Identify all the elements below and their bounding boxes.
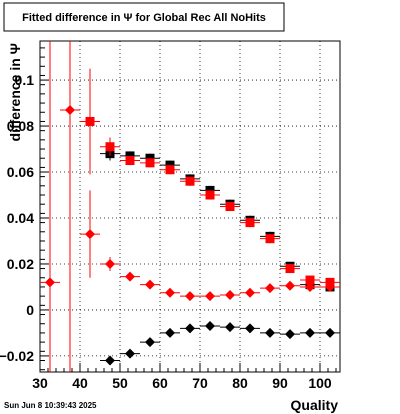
data-point-square xyxy=(105,142,115,152)
x-tick-label: 50 xyxy=(112,375,128,391)
timestamp: Sun Jun 8 10:39:43 2025 xyxy=(4,401,97,410)
data-point-diamond xyxy=(185,323,195,334)
data-point-diamond xyxy=(165,327,175,338)
x-tick-label: 60 xyxy=(152,375,168,391)
data-point-square xyxy=(225,202,235,211)
y-tick-label: 0.1 xyxy=(15,72,35,88)
data-point-diamond xyxy=(305,281,315,292)
data-point-diamond xyxy=(305,327,315,338)
data-point-square xyxy=(205,190,215,200)
data-point-diamond xyxy=(225,322,235,333)
x-tick-label: 80 xyxy=(232,375,248,391)
y-tick-label: 0.06 xyxy=(7,164,34,180)
data-point-diamond xyxy=(85,229,95,240)
x-tick-label: 90 xyxy=(272,375,288,391)
data-point-diamond xyxy=(325,327,335,338)
tick-labels: 30 40 50 60 70 80 90 100 −0.02 0 0.02 0.04 0.06 0.08 0… xyxy=(0,72,332,391)
y-tick-label: 0.08 xyxy=(7,118,34,134)
data-point-diamond xyxy=(285,329,295,340)
data-point-diamond xyxy=(105,355,115,366)
chart-title: Fitted difference in Ψ for Global Rec Al… xyxy=(22,12,266,24)
x-tick-label: 40 xyxy=(72,375,88,391)
x-axis-label: Quality xyxy=(291,397,339,413)
data-point-diamond xyxy=(145,279,155,290)
data-point-square xyxy=(265,234,275,244)
data-point-diamond xyxy=(125,271,135,282)
data-point-diamond xyxy=(185,291,195,302)
data-point-diamond xyxy=(325,281,335,292)
y-tick-label: 0.02 xyxy=(7,256,34,272)
data-point-square xyxy=(145,158,155,168)
data-point-diamond xyxy=(245,323,255,334)
data-point-square xyxy=(305,275,315,285)
series-2 xyxy=(40,41,340,372)
data-point-square xyxy=(85,116,95,126)
data-point-diamond xyxy=(225,289,235,300)
data-point-diamond xyxy=(205,291,215,302)
data-point-square xyxy=(125,156,135,166)
data-point-diamond xyxy=(165,287,175,298)
y-tick-label: 0 xyxy=(26,302,34,318)
data-point-diamond xyxy=(285,280,295,291)
data-point-diamond xyxy=(65,104,75,115)
title-box xyxy=(3,2,285,32)
axis-ticks xyxy=(39,47,337,372)
series-1 xyxy=(80,68,340,287)
data-point-diamond xyxy=(125,348,135,359)
x-tick-label: 70 xyxy=(192,375,208,391)
data-marks xyxy=(40,41,340,372)
data-point-square xyxy=(185,176,195,186)
y-tick-label: 0.04 xyxy=(7,210,34,226)
data-point-diamond xyxy=(265,327,275,338)
data-point-diamond xyxy=(45,277,55,288)
data-point-diamond xyxy=(265,283,275,294)
data-point-square xyxy=(285,264,295,274)
data-point-diamond xyxy=(145,337,155,348)
data-point-diamond xyxy=(205,321,215,332)
data-point-diamond xyxy=(105,258,115,269)
x-tick-label: 30 xyxy=(32,375,48,391)
data-point-square xyxy=(245,218,255,228)
y-axis-label: difference in Ψ xyxy=(7,43,23,141)
y-tick-label: −0.02 xyxy=(0,348,34,364)
x-tick-label: 100 xyxy=(308,375,332,391)
series-3 xyxy=(100,321,340,366)
data-point-square xyxy=(165,165,175,175)
plot-frame xyxy=(39,40,341,373)
data-point-diamond xyxy=(245,287,255,298)
